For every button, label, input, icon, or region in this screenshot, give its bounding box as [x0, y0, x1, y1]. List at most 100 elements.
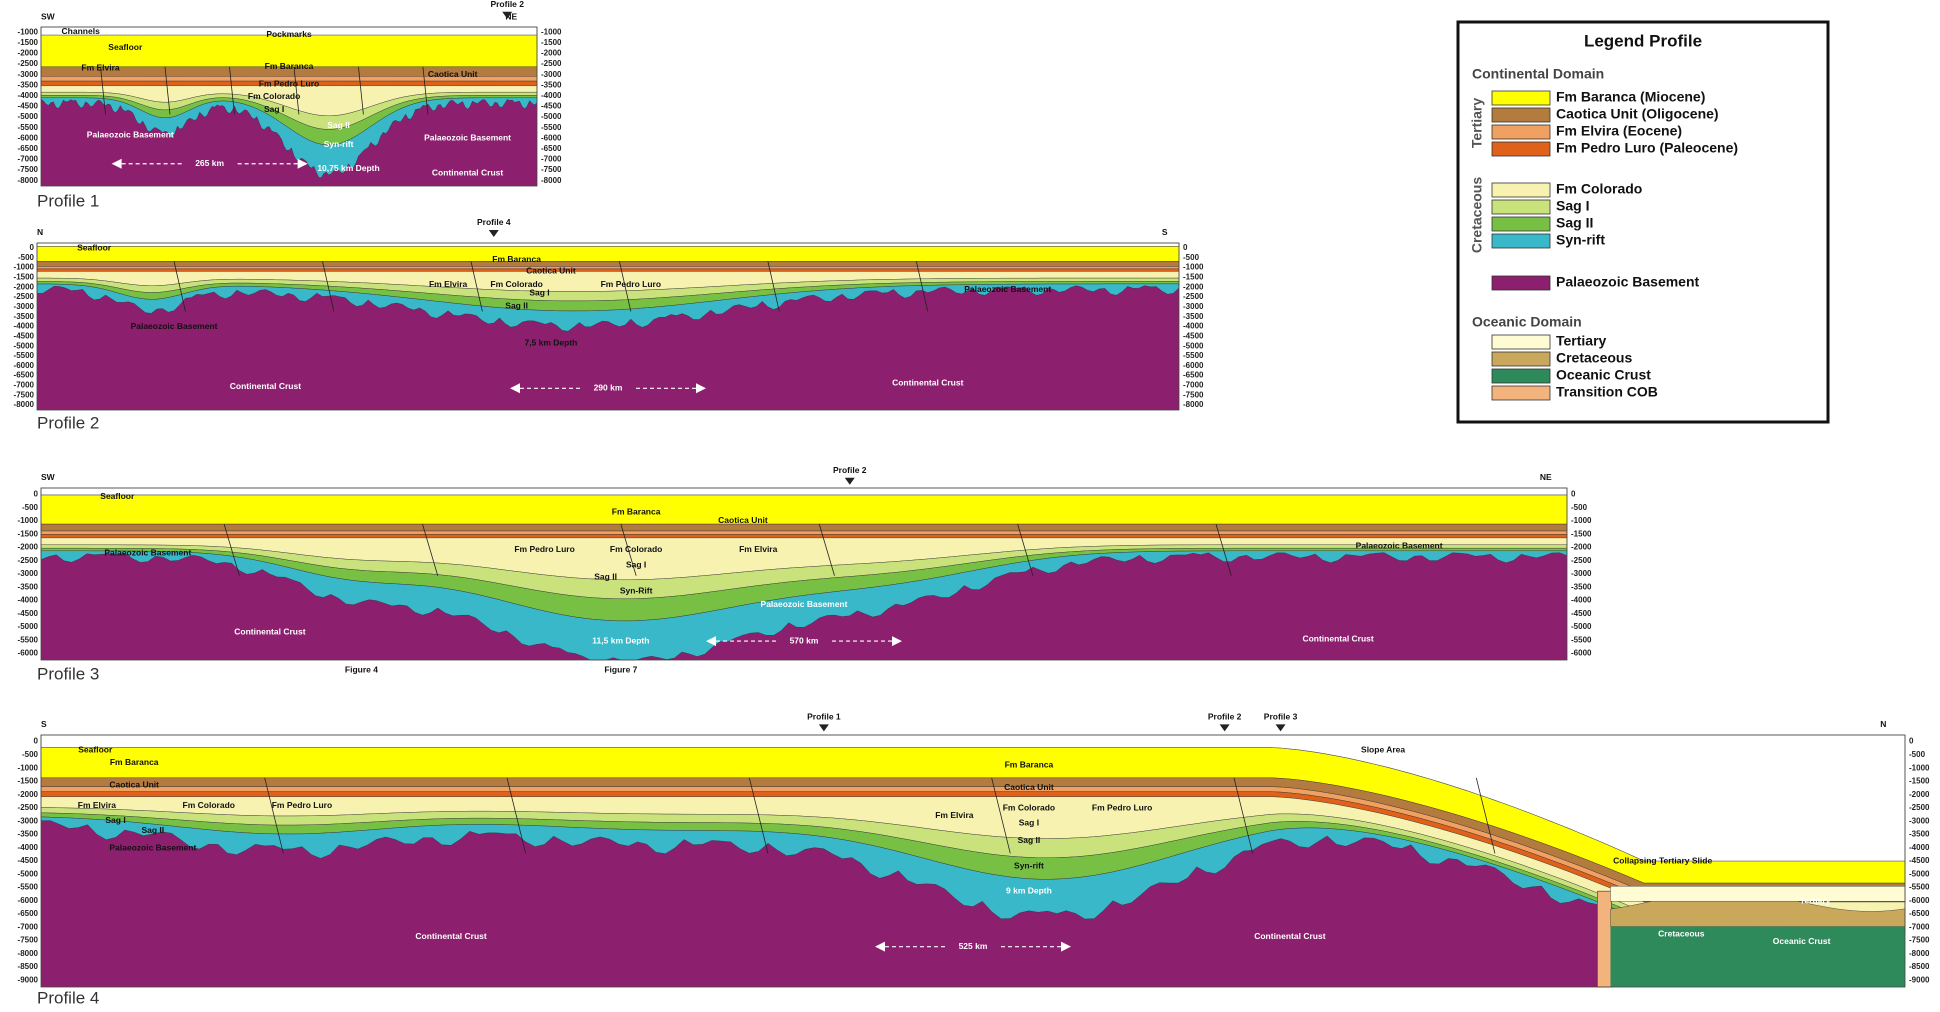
depth-tick: -3500	[1183, 312, 1204, 321]
depth-tick: -5000	[1909, 869, 1930, 878]
legend-swatch	[1492, 352, 1550, 366]
profile-label: Fm Elvira	[739, 544, 778, 554]
legend-title: Legend Profile	[1584, 31, 1702, 50]
profile-label: 525 km	[959, 941, 988, 951]
legend-label: Fm Pedro Luro (Paleocene)	[1556, 140, 1738, 156]
profile-label: Seafloor	[78, 744, 113, 754]
depth-tick: -3000	[1909, 816, 1930, 825]
profile-name: Profile 4	[37, 988, 99, 1007]
depth-tick: -7000	[18, 155, 39, 164]
profile-label: Tertiary	[1800, 896, 1831, 906]
profile-label: 11,5 km Depth	[592, 635, 649, 645]
profile-marker	[1276, 724, 1286, 731]
depth-tick: -500	[1183, 253, 1200, 262]
depth-tick: -6000	[1909, 896, 1930, 905]
legend-swatch	[1492, 200, 1550, 214]
depth-tick: -1000	[18, 27, 39, 36]
water	[41, 488, 1567, 495]
profile-label: Fm Pedro Luro	[1092, 802, 1152, 812]
legend-swatch	[1492, 386, 1550, 400]
profile-label: Profile 1	[807, 712, 841, 722]
profile: Profile 1-1000-1000-1500-1500-2000-2000-…	[18, 0, 562, 210]
depth-tick: -4500	[1571, 609, 1592, 618]
profile-label: Syn-rift	[324, 139, 354, 149]
profile-label: 7,5 km Depth	[524, 337, 577, 347]
figure: Profile 1 -1000 -1000 -1500 -1500 -2000 -2000 -…	[0, 0, 1940, 1007]
profile-label: Continental Crust	[1254, 931, 1325, 941]
profile-label: 265 km	[195, 158, 224, 168]
depth-tick: -7000	[14, 381, 35, 390]
profile-label: Fm Elvira	[81, 63, 120, 73]
legend-group: Oceanic Domain	[1472, 314, 1582, 330]
depth-tick: -2500	[18, 59, 39, 68]
profile-label: Seafloor	[108, 42, 143, 52]
depth-tick: -5500	[1183, 351, 1204, 360]
profile-label: 570 km	[790, 635, 819, 645]
profile-label: Collapsing Tertiary Slide	[1613, 855, 1712, 865]
depth-tick: -4500	[18, 102, 39, 111]
legend-label: Sag II	[1556, 215, 1593, 231]
legend-swatch	[1492, 125, 1550, 139]
depth-tick: -1500	[1909, 777, 1930, 786]
depth-tick: -8500	[1909, 962, 1930, 971]
legend-era: Tertiary	[1469, 98, 1485, 149]
depth-tick: -2000	[18, 543, 39, 552]
profile: Profile 200-500-500-1000-1000-1500-1500-…	[14, 217, 1204, 432]
depth-tick: -3500	[18, 582, 39, 591]
profile-marker	[845, 478, 855, 485]
depth-tick: -7500	[541, 165, 562, 174]
profile-label: Fm Pedro Luro	[272, 800, 332, 810]
layer	[41, 524, 1567, 531]
layer	[37, 246, 1179, 261]
depth-tick: -2500	[14, 292, 35, 301]
depth-tick: -1000	[18, 763, 39, 772]
profile-label: Cretaceous	[1658, 928, 1705, 938]
depth-tick: -6500	[18, 909, 39, 918]
legend-label: Caotica Unit (Oligocene)	[1556, 106, 1719, 122]
profile-label: N	[1880, 719, 1886, 729]
depth-tick: -8000	[1909, 949, 1930, 958]
depth-tick: -6000	[1571, 648, 1592, 657]
depth-tick: -2000	[1909, 790, 1930, 799]
profile-label: Palaeozoic Basement	[424, 133, 511, 143]
profile-label: Fm Elvira	[429, 279, 468, 289]
profile-label: Sag II	[505, 301, 528, 311]
depth-tick: -7500	[14, 390, 35, 399]
depth-tick: -1500	[18, 777, 39, 786]
depth-tick: -5500	[14, 351, 35, 360]
depth-tick: -3500	[1909, 830, 1930, 839]
depth-tick: -2500	[18, 556, 39, 565]
profile-label: Fm Pedro Luro	[514, 544, 574, 554]
depth-tick: -5000	[18, 869, 39, 878]
legend-label: Syn-rift	[1556, 232, 1605, 248]
profile-label: Syn-rift	[1014, 860, 1044, 870]
depth-tick: -1000	[14, 263, 35, 272]
profile-marker	[1220, 724, 1230, 731]
depth-tick: -4500	[541, 102, 562, 111]
depth-tick: -4500	[1909, 856, 1930, 865]
profile-label: Sag I	[626, 560, 646, 570]
depth-tick: -1500	[1183, 272, 1204, 281]
depth-tick: -1500	[541, 38, 562, 47]
depth-tick: -4500	[18, 609, 39, 618]
profile-label: Caotica Unit	[109, 780, 159, 790]
depth-tick: -5500	[1571, 635, 1592, 644]
legend-group: Continental Domain	[1472, 66, 1604, 82]
depth-tick: -8500	[18, 962, 39, 971]
profile-label: Oceanic Crust	[1773, 936, 1831, 946]
profile-label: Figure 7	[604, 665, 637, 675]
depth-tick: -8000	[18, 176, 39, 185]
depth-tick: -2000	[541, 49, 562, 58]
legend: Legend Profile Continental Domain Tertiary…	[1458, 22, 1828, 422]
profile-label: Continental Crust	[415, 931, 486, 941]
depth-tick: -6500	[14, 371, 35, 380]
depth-tick: -1500	[18, 38, 39, 47]
depth-tick: -500	[1571, 503, 1588, 512]
depth-tick: -6000	[1183, 361, 1204, 370]
profile-label: Caotica Unit	[718, 515, 768, 525]
depth-tick: -6500	[541, 144, 562, 153]
depth-tick: -9000	[18, 975, 39, 984]
profile-name: Profile 2	[37, 413, 99, 432]
depth-tick: -4000	[18, 843, 39, 852]
depth-tick: -8000	[18, 949, 39, 958]
